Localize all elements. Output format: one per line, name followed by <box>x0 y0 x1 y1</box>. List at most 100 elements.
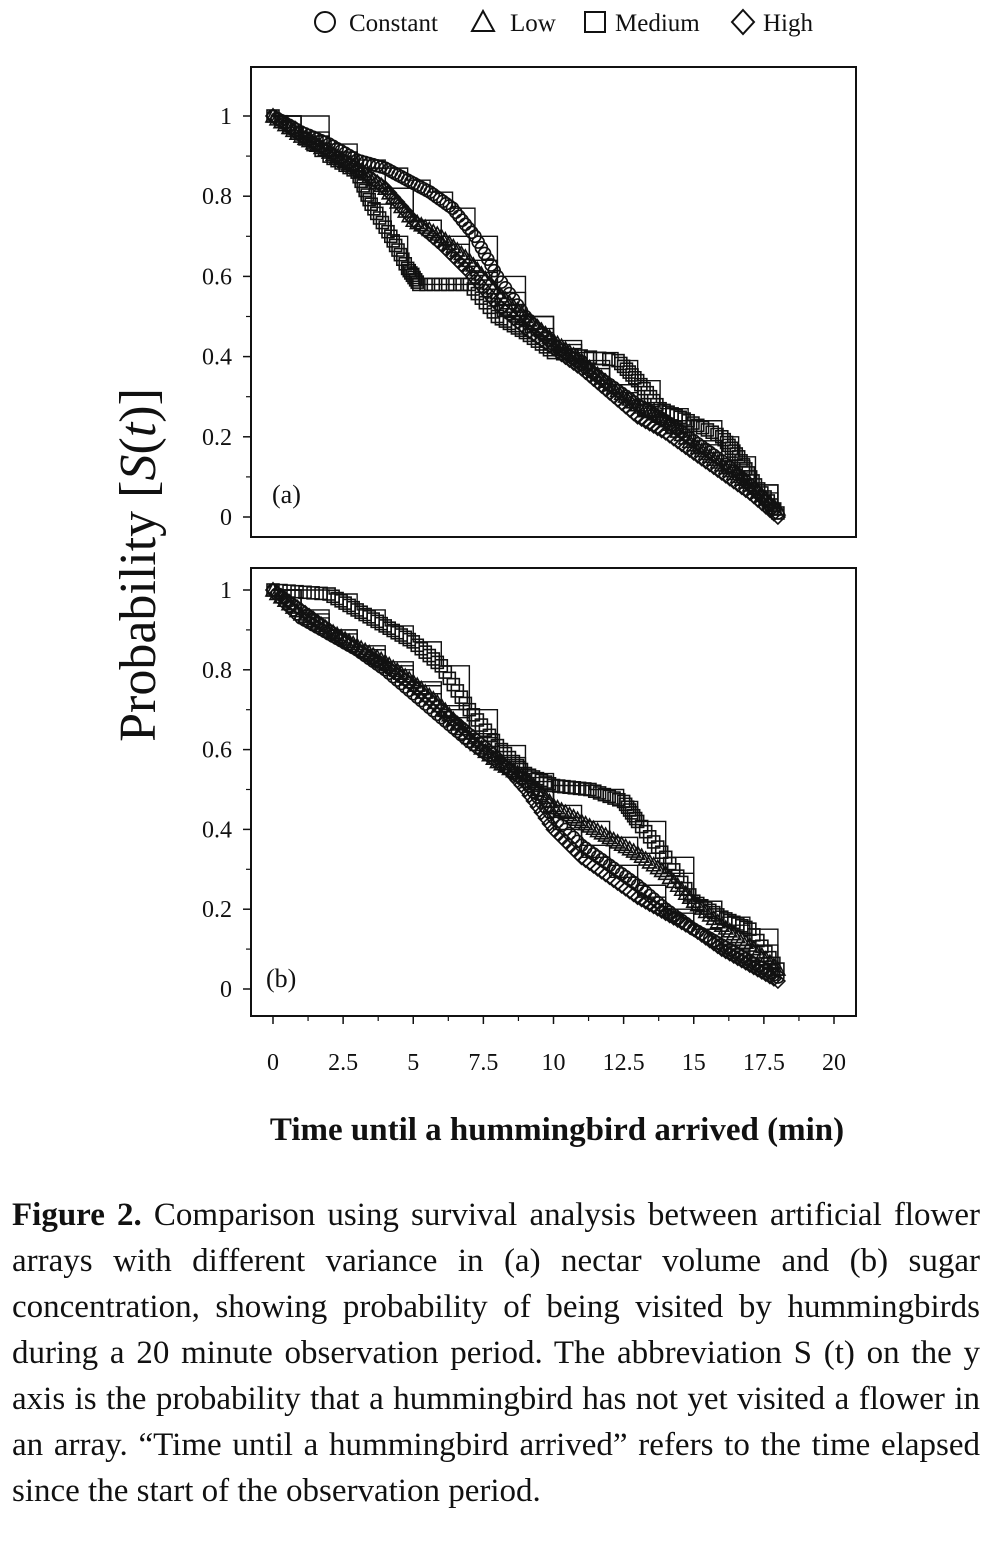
marker-high <box>292 601 310 619</box>
marker-medium <box>466 708 481 722</box>
marker-high <box>645 417 662 435</box>
marker-low <box>609 833 626 849</box>
marker-high <box>689 923 706 941</box>
marker-high <box>757 966 775 983</box>
marker-high <box>280 593 298 610</box>
marker-medium <box>739 462 753 476</box>
marker-medium <box>338 596 352 610</box>
marker-high <box>705 935 722 952</box>
marker-high <box>749 961 766 978</box>
marker-medium <box>330 153 344 168</box>
marker-low <box>569 810 586 826</box>
marker-high <box>669 911 686 929</box>
x-axis: 0 2.5 5 7.5 10 12.5 15 17.5 20 <box>267 1016 846 1076</box>
y-tick-label: 1 <box>220 104 232 130</box>
marker-low <box>577 815 594 831</box>
marker-low <box>553 801 570 817</box>
marker-high <box>573 849 590 866</box>
marker-high <box>689 447 706 464</box>
marker-medium <box>298 585 312 600</box>
marker-medium <box>362 609 376 624</box>
marker-medium <box>407 270 421 285</box>
marker-high <box>341 636 358 653</box>
marker-medium <box>734 454 748 468</box>
marker-medium <box>634 819 649 834</box>
marker-high <box>581 854 598 872</box>
marker-medium <box>430 655 445 670</box>
marker-high <box>341 155 358 172</box>
marker-high <box>681 441 698 459</box>
marker-high <box>397 671 414 689</box>
marker-high <box>264 581 282 599</box>
marker-high <box>621 883 638 900</box>
marker-high <box>657 424 674 441</box>
marker-high <box>677 916 694 933</box>
marker-high <box>353 643 370 661</box>
marker-high <box>272 113 290 130</box>
marker-medium <box>705 425 719 440</box>
marker-medium <box>538 775 553 789</box>
marker-high <box>721 470 738 487</box>
marker-high <box>349 641 366 658</box>
marker-high <box>737 481 754 499</box>
marker-medium <box>583 350 598 364</box>
marker-high <box>332 630 350 647</box>
panel-a-label: (a) <box>272 480 301 509</box>
marker-low <box>629 844 646 861</box>
marker-high <box>721 945 738 962</box>
marker-low <box>753 946 771 963</box>
marker-high <box>709 461 726 479</box>
marker-high <box>349 159 366 177</box>
marker-high <box>336 633 354 650</box>
marker-low <box>597 826 614 842</box>
marker-medium <box>406 635 421 649</box>
series-medium <box>266 583 785 976</box>
marker-low <box>617 837 634 854</box>
marker-low <box>633 847 650 863</box>
y-tick-label: 0.6 <box>202 738 232 764</box>
marker-high <box>669 433 686 450</box>
marker-high <box>369 653 386 670</box>
marker-medium <box>410 638 425 653</box>
marker-medium <box>630 814 645 829</box>
marker-low <box>601 828 618 845</box>
marker-high <box>320 621 338 639</box>
marker-medium <box>346 600 360 615</box>
marker-high <box>649 900 666 917</box>
marker-medium <box>686 894 701 909</box>
marker-low <box>725 925 743 941</box>
marker-medium <box>384 229 398 244</box>
marker-high <box>553 346 570 363</box>
marker-high <box>300 607 318 624</box>
marker-high <box>529 798 546 815</box>
marker-high <box>589 860 606 877</box>
marker-high <box>693 450 710 467</box>
marker-high <box>324 624 342 641</box>
marker-high <box>729 950 746 967</box>
panel-a-frame <box>250 66 857 538</box>
marker-high <box>320 143 338 161</box>
marker-high <box>593 863 610 880</box>
marker-high <box>365 171 382 188</box>
marker-high <box>577 852 594 869</box>
marker-high <box>280 119 298 136</box>
marker-high <box>737 954 754 971</box>
marker-high <box>569 357 586 374</box>
legend-label-high: High <box>763 10 814 37</box>
marker-medium <box>597 787 612 802</box>
marker-high <box>565 354 582 372</box>
marker-high <box>709 938 726 955</box>
marker-high <box>357 646 374 663</box>
marker-high <box>645 898 662 915</box>
marker-high <box>284 122 302 139</box>
marker-low <box>645 856 663 872</box>
marker-high <box>685 444 702 461</box>
legend-label-low: Low <box>510 10 556 37</box>
marker-medium <box>410 275 425 289</box>
marker-high <box>328 148 346 165</box>
marker-high <box>649 420 666 437</box>
marker-low <box>669 422 687 438</box>
marker-high <box>613 877 630 894</box>
marker-high <box>336 153 354 170</box>
marker-high <box>533 331 550 349</box>
